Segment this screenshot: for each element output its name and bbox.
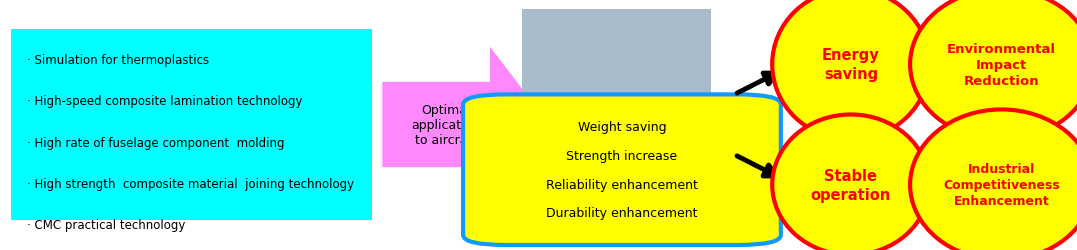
Text: Durability enhancement: Durability enhancement: [546, 207, 698, 220]
Ellipse shape: [772, 115, 929, 250]
FancyBboxPatch shape: [522, 10, 711, 120]
Text: · High rate of fuselage component  molding: · High rate of fuselage component moldin…: [27, 136, 284, 149]
Text: · CMC practical technology: · CMC practical technology: [27, 218, 185, 232]
Text: · High strength  composite material  joining technology: · High strength composite material joini…: [27, 177, 354, 190]
Text: Industrial
Competitiveness
Enhancement: Industrial Competitiveness Enhancement: [943, 162, 1060, 208]
FancyBboxPatch shape: [463, 95, 781, 245]
Text: Optimal
application
to aircraft: Optimal application to aircraft: [411, 104, 480, 146]
Text: Stable
operation: Stable operation: [811, 168, 891, 202]
Text: Reliability enhancement: Reliability enhancement: [546, 178, 698, 191]
FancyBboxPatch shape: [11, 30, 372, 220]
Text: Environmental
Impact
Reduction: Environmental Impact Reduction: [947, 42, 1057, 88]
Text: Energy
saving: Energy saving: [822, 48, 880, 82]
Ellipse shape: [910, 110, 1077, 250]
Ellipse shape: [772, 0, 929, 140]
Text: Weight saving: Weight saving: [577, 120, 667, 133]
Text: · Simulation for thermoplastics: · Simulation for thermoplastics: [27, 54, 209, 66]
Polygon shape: [382, 48, 549, 203]
Text: Strength increase: Strength increase: [567, 149, 677, 162]
Ellipse shape: [910, 0, 1077, 140]
Text: · High-speed composite lamination technology: · High-speed composite lamination techno…: [27, 95, 303, 108]
